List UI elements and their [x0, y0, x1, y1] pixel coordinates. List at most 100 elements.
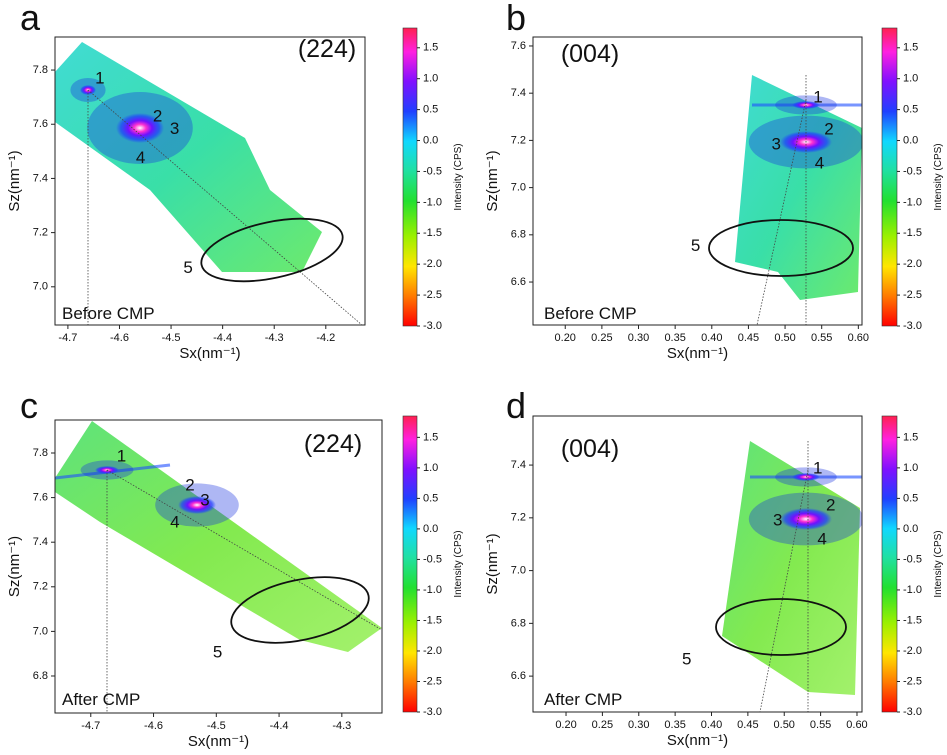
panel: -4.7 -4.6 -4.5 -4.4 -4.3 -4.2 7.0 7.2 7.4 7.6 7.8 1…: [6, 0, 464, 362]
x-tick-label: 0.20: [555, 719, 576, 731]
peak-label: 1: [117, 446, 126, 465]
x-tick-label: 0.45: [737, 719, 758, 731]
x-tick-label: -4.7: [81, 720, 100, 732]
x-tick-label: 0.50: [774, 719, 795, 731]
y-axis-label: Sz(nm⁻¹): [484, 150, 501, 211]
peak-label: 4: [170, 513, 179, 532]
y-tick-label: 7.6: [33, 492, 48, 504]
y-tick-label: 7.6: [33, 118, 48, 130]
colorbar-label: Intensity (CPS): [453, 530, 464, 597]
y-tick-label: 7.4: [511, 87, 526, 99]
x-tick-label: 0.25: [592, 719, 613, 731]
y-tick-label: 7.6: [511, 40, 526, 52]
plot-frame: [532, 36, 863, 326]
annotation: After CMP: [544, 690, 622, 709]
x-tick-label: -4.6: [144, 720, 163, 732]
reflection-label: (004): [561, 40, 619, 68]
x-tick-label: -4.6: [110, 332, 129, 344]
region-5-outline: [230, 576, 370, 644]
peak-label: 3: [772, 135, 781, 154]
colorbar-tick-label: 0.0: [423, 523, 438, 535]
peak-label: 5: [213, 643, 222, 662]
colorbar-tick-label: -3.0: [903, 320, 922, 332]
colorbar-tick-label: -2.0: [423, 258, 442, 270]
colorbar-tick-label: -2.5: [903, 289, 922, 301]
y-tick-label: 7.2: [33, 227, 48, 239]
panel-letter: b: [506, 0, 526, 38]
colorbar-label: Intensity (CPS): [933, 530, 944, 597]
peak-label: 3: [170, 119, 179, 138]
colorbar: [402, 27, 418, 327]
y-axis-label: Sz(nm⁻¹): [6, 536, 23, 597]
annotation: Before CMP: [62, 304, 155, 323]
colorbar: [881, 27, 898, 327]
colorbar-tick-label: -1.5: [423, 227, 442, 239]
x-tick-label: 0.55: [811, 332, 832, 344]
x-tick-label: -4.5: [207, 720, 226, 732]
peak-label: 2: [153, 107, 162, 126]
x-tick-label: -4.3: [332, 720, 351, 732]
colorbar-tick-label: 1.0: [903, 462, 918, 474]
colorbar-tick-label: 1.5: [903, 42, 918, 54]
x-tick-label: -4.4: [213, 332, 232, 344]
region-5-outline: [708, 219, 854, 277]
plot-frame: [54, 419, 383, 714]
y-axis-label: Sz(nm⁻¹): [484, 533, 501, 594]
x-tick-label: 0.30: [628, 332, 649, 344]
colorbar-tick-label: 0.5: [903, 492, 918, 504]
x-axis-label: Sx(nm⁻¹): [667, 732, 728, 749]
panel-letter: c: [20, 385, 38, 426]
x-tick-label: -4.2: [316, 332, 335, 344]
colorbar-tick-label: -1.5: [903, 227, 922, 239]
y-tick-label: 7.4: [511, 459, 526, 471]
y-tick-label: 7.0: [33, 281, 48, 293]
colorbar-tick-label: -0.5: [423, 165, 442, 177]
peak-blob: [116, 113, 164, 143]
colorbar-tick-label: 1.5: [423, 431, 438, 443]
peak-label: 2: [824, 119, 833, 138]
y-tick-label: 7.0: [33, 625, 48, 637]
colorbar-tick-label: -2.0: [903, 645, 922, 657]
x-axis-label: Sx(nm⁻¹): [188, 733, 249, 750]
y-tick-label: 7.4: [33, 172, 48, 184]
x-tick-label: 0.20: [555, 332, 576, 344]
plot-area: [708, 75, 862, 325]
colorbar-tick-label: -2.0: [903, 258, 922, 270]
plot-frame: [532, 415, 863, 713]
y-tick-label: 6.8: [33, 670, 48, 682]
x-tick-label: 0.45: [738, 332, 759, 344]
y-tick-label: 7.8: [33, 447, 48, 459]
x-tick-label: 0.40: [701, 332, 722, 344]
panel-letter: a: [20, 0, 41, 38]
peak-label: 1: [813, 459, 822, 478]
colorbar-tick-label: -2.5: [423, 289, 442, 301]
scan-region: [55, 421, 382, 652]
peak-label: 3: [200, 490, 209, 509]
y-tick-label: 6.8: [511, 229, 526, 241]
colorbar-tick-label: -1.5: [903, 614, 922, 626]
colorbar-tick-label: 0.5: [423, 492, 438, 504]
x-tick-label: -4.5: [162, 332, 181, 344]
y-tick-label: 7.8: [33, 64, 48, 76]
peak-blob: [792, 473, 820, 481]
x-tick-label: 0.60: [846, 719, 867, 731]
x-tick-label: -4.3: [265, 332, 284, 344]
y-tick-label: 7.2: [33, 581, 48, 593]
peak-label: 1: [95, 68, 104, 87]
colorbar-tick-label: 0.0: [423, 134, 438, 146]
colorbar: [402, 415, 418, 713]
colorbar-tick-label: 1.5: [903, 431, 918, 443]
y-tick-label: 6.6: [511, 670, 526, 682]
colorbar-tick-label: 0.5: [903, 104, 918, 116]
peak-blob: [780, 508, 832, 530]
colorbar-tick-label: -1.0: [423, 584, 442, 596]
colorbar-tick-label: 1.0: [903, 73, 918, 85]
colorbar-tick-label: -2.5: [903, 675, 922, 687]
colorbar-tick-label: 0.0: [903, 523, 918, 535]
x-axis-label: Sx(nm⁻¹): [179, 345, 240, 362]
colorbar: [881, 415, 898, 713]
peak-label: 5: [691, 236, 700, 255]
panel: -4.7 -4.6 -4.5 -4.4 -4.3 6.8 7.0 7.2 7.4 7.6 7.8 1 2…: [6, 385, 464, 750]
x-tick-label: 0.35: [664, 719, 685, 731]
